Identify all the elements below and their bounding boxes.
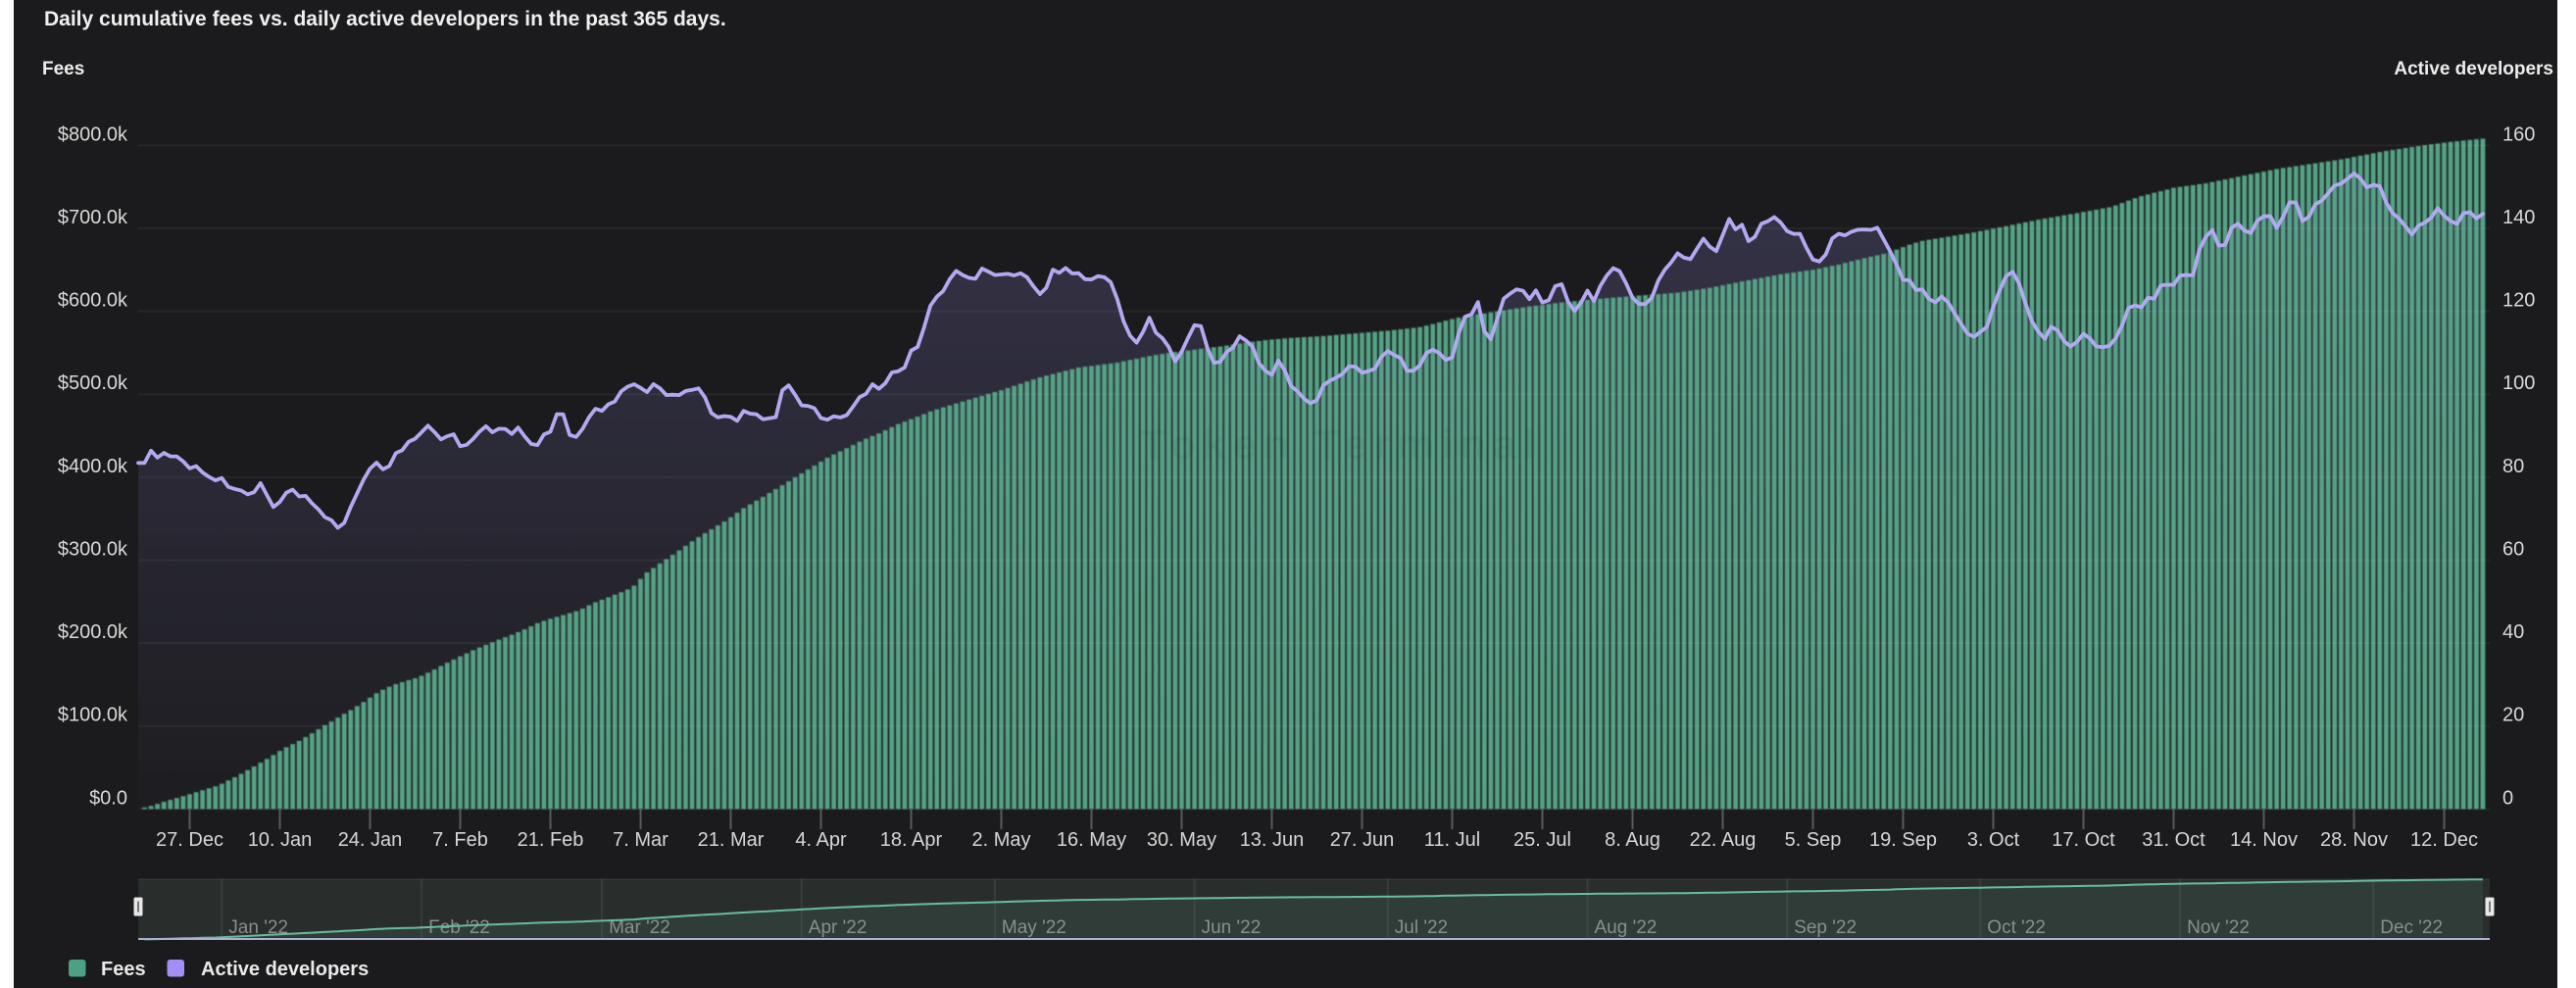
svg-text:Fees: Fees: [101, 959, 146, 980]
svg-text:2. May: 2. May: [971, 829, 1030, 851]
svg-text:0: 0: [2502, 787, 2513, 809]
svg-text:60: 60: [2502, 539, 2524, 561]
svg-text:40: 40: [2502, 621, 2524, 643]
svg-text:Nov '22: Nov '22: [2187, 917, 2250, 938]
svg-text:14. Nov: 14. Nov: [2230, 829, 2298, 851]
svg-text:27. Dec: 27. Dec: [156, 829, 223, 851]
svg-text:Oct '22: Oct '22: [1987, 917, 2046, 938]
svg-text:7. Mar: 7. Mar: [613, 829, 669, 851]
svg-text:21. Feb: 21. Feb: [518, 829, 584, 851]
svg-text:$100.0k: $100.0k: [58, 705, 128, 726]
svg-text:80: 80: [2502, 456, 2524, 477]
svg-text:3. Oct: 3. Oct: [1967, 829, 2020, 851]
svg-text:$700.0k: $700.0k: [58, 207, 128, 228]
svg-text:May '22: May '22: [1002, 917, 1066, 938]
svg-text:Mar '22: Mar '22: [609, 917, 670, 938]
svg-text:Active developers: Active developers: [2394, 59, 2553, 79]
svg-text:21. Mar: 21. Mar: [698, 829, 765, 851]
svg-text:Apr '22: Apr '22: [809, 917, 867, 938]
svg-text:Daily cumulative fees vs. dail: Daily cumulative fees vs. daily active d…: [44, 8, 726, 30]
svg-text:16. May: 16. May: [1057, 829, 1126, 851]
svg-text:100: 100: [2502, 372, 2535, 394]
svg-text:$200.0k: $200.0k: [58, 621, 128, 643]
svg-text:24. Jan: 24. Jan: [338, 829, 403, 851]
svg-text:30. May: 30. May: [1147, 829, 1216, 851]
svg-text:17. Oct: 17. Oct: [2052, 829, 2115, 851]
svg-text:160: 160: [2502, 124, 2535, 145]
svg-text:12. Dec: 12. Dec: [2410, 829, 2478, 851]
svg-text:19. Sep: 19. Sep: [1869, 829, 1937, 851]
svg-text:$300.0k: $300.0k: [58, 539, 128, 561]
svg-text:7. Feb: 7. Feb: [432, 829, 488, 851]
svg-text:8. Aug: 8. Aug: [1605, 829, 1660, 851]
svg-text:Sep '22: Sep '22: [1794, 917, 1857, 938]
svg-text:$400.0k: $400.0k: [58, 456, 128, 477]
svg-text:20: 20: [2502, 705, 2524, 726]
svg-text:18. Apr: 18. Apr: [880, 829, 943, 851]
svg-text:Dec '22: Dec '22: [2380, 917, 2443, 938]
svg-text:11. Jul: 11. Jul: [1424, 829, 1480, 851]
svg-text:5. Sep: 5. Sep: [1785, 829, 1842, 851]
svg-text:Jan '22: Jan '22: [228, 917, 288, 938]
svg-text:$600.0k: $600.0k: [58, 290, 128, 312]
svg-text:Token Terminal: Token Terminal: [1140, 421, 1541, 469]
svg-text:Aug '22: Aug '22: [1595, 917, 1658, 938]
svg-text:25. Jul: 25. Jul: [1513, 829, 1571, 851]
svg-text:10. Jan: 10. Jan: [248, 829, 313, 851]
svg-text:13. Jun: 13. Jun: [1240, 829, 1305, 851]
svg-text:$500.0k: $500.0k: [58, 372, 128, 394]
svg-text:Feb '22: Feb '22: [428, 917, 490, 938]
svg-text:Active developers: Active developers: [201, 959, 369, 980]
svg-text:Jun '22: Jun '22: [1202, 917, 1262, 938]
svg-text:120: 120: [2502, 290, 2535, 312]
svg-text:$0.0: $0.0: [89, 787, 127, 809]
svg-text:Jul '22: Jul '22: [1395, 917, 1448, 938]
svg-text:28. Nov: 28. Nov: [2320, 829, 2388, 851]
svg-text:Fees: Fees: [42, 59, 84, 79]
svg-text:31. Oct: 31. Oct: [2142, 829, 2205, 851]
svg-text:27. Jun: 27. Jun: [1330, 829, 1395, 851]
svg-text:4. Apr: 4. Apr: [795, 829, 847, 851]
svg-text:$800.0k: $800.0k: [58, 124, 128, 145]
svg-text:22. Aug: 22. Aug: [1690, 829, 1757, 851]
svg-text:140: 140: [2502, 207, 2535, 228]
